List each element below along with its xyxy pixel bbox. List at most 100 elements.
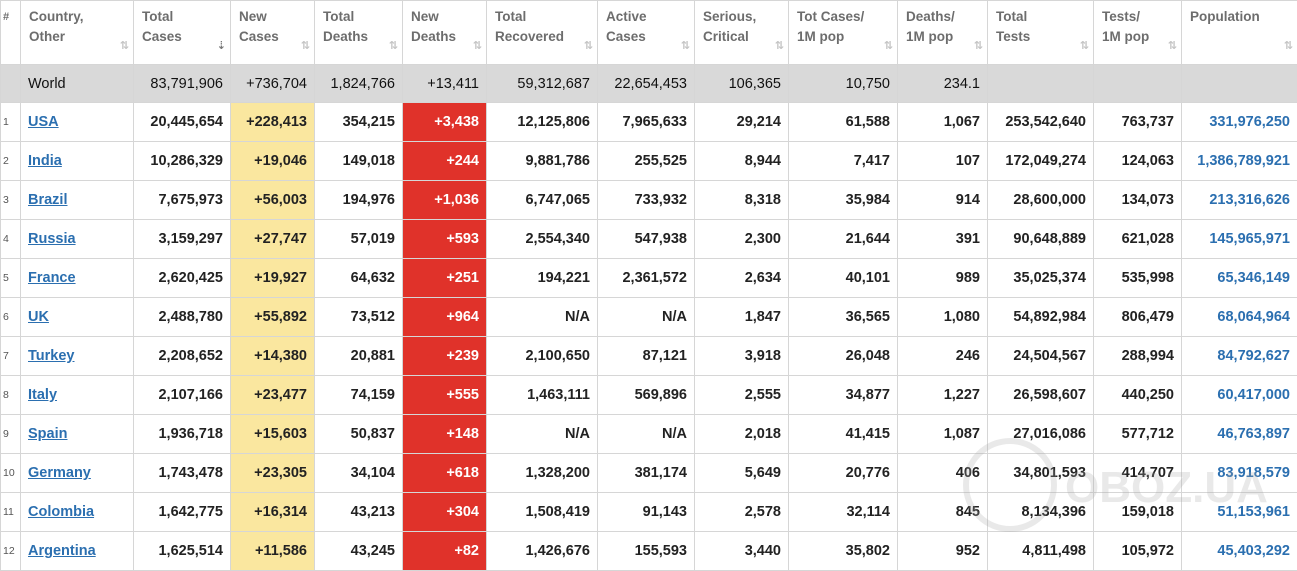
sort-icon[interactable]: ⇅ <box>681 36 688 56</box>
sort-icon[interactable]: ⇅ <box>1168 36 1175 56</box>
cell-active: 7,965,633 <box>598 103 695 142</box>
cell-total-cases: 20,445,654 <box>134 103 231 142</box>
column-header-label: Tests/ <box>1102 7 1181 27</box>
cell-tests: 27,016,086 <box>988 415 1094 454</box>
sort-icon[interactable]: ⇣ <box>217 36 224 56</box>
country-link[interactable]: Spain <box>28 426 67 442</box>
cell-cases-1m: 41,415 <box>789 415 898 454</box>
sort-icon[interactable]: ⇅ <box>473 36 480 56</box>
cell-cases-1m: 26,048 <box>789 337 898 376</box>
country-link[interactable]: Colombia <box>28 504 94 520</box>
cell-total-cases: 1,625,514 <box>134 532 231 571</box>
cell-critical: 2,555 <box>695 376 789 415</box>
cell-active: 91,143 <box>598 493 695 532</box>
world-recovered: 59,312,687 <box>487 65 598 103</box>
country-link[interactable]: Italy <box>28 387 57 403</box>
cell-recovered: 2,554,340 <box>487 220 598 259</box>
country-link[interactable]: France <box>28 270 76 286</box>
cell-total-cases: 3,159,297 <box>134 220 231 259</box>
cell-tests: 28,600,000 <box>988 181 1094 220</box>
cell-tests-1m: 621,028 <box>1094 220 1182 259</box>
cell-deaths-1m: 1,080 <box>898 298 988 337</box>
column-header-tot-cases-per-1m[interactable]: Tot Cases/1M pop⇅ <box>789 1 898 65</box>
cell-population: 68,064,964 <box>1182 298 1297 337</box>
row-rank: 11 <box>1 493 21 532</box>
sort-icon[interactable]: ⇅ <box>120 36 127 56</box>
row-rank: 6 <box>1 298 21 337</box>
country-link[interactable]: Brazil <box>28 192 68 208</box>
cell-recovered: N/A <box>487 298 598 337</box>
cell-total-deaths: 34,104 <box>315 454 403 493</box>
cell-new-cases: +56,003 <box>231 181 315 220</box>
sort-icon[interactable]: ⇅ <box>974 36 981 56</box>
sort-icon[interactable]: ⇅ <box>1080 36 1087 56</box>
column-header-label: Total <box>323 7 402 27</box>
country-link[interactable]: Russia <box>28 231 76 247</box>
sort-icon[interactable]: ⇅ <box>1284 36 1291 56</box>
sort-icon[interactable]: ⇅ <box>775 36 782 56</box>
column-header-serious-critical[interactable]: Serious,Critical⇅ <box>695 1 789 65</box>
cell-tests-1m: 763,737 <box>1094 103 1182 142</box>
cell-deaths-1m: 1,227 <box>898 376 988 415</box>
world-label: World <box>21 65 134 103</box>
cell-new-cases: +228,413 <box>231 103 315 142</box>
world-cases-per-1m: 10,750 <box>789 65 898 103</box>
row-rank: 4 <box>1 220 21 259</box>
cell-tests: 24,504,567 <box>988 337 1094 376</box>
column-header-deaths-per-1m[interactable]: Deaths/1M pop⇅ <box>898 1 988 65</box>
cell-tests-1m: 134,073 <box>1094 181 1182 220</box>
cell-population: 65,346,149 <box>1182 259 1297 298</box>
sort-icon[interactable]: ⇅ <box>584 36 591 56</box>
cell-population: 213,316,626 <box>1182 181 1297 220</box>
cell-cases-1m: 34,877 <box>789 376 898 415</box>
cell-population: 83,918,579 <box>1182 454 1297 493</box>
country-link[interactable]: Turkey <box>28 348 74 364</box>
cell-new-deaths: +148 <box>403 415 487 454</box>
cell-new-cases: +11,586 <box>231 532 315 571</box>
column-header-tests-per-1m[interactable]: Tests/1M pop⇅ <box>1094 1 1182 65</box>
row-rank: 10 <box>1 454 21 493</box>
column-header-country[interactable]: Country,Other⇅ <box>21 1 134 65</box>
cell-cases-1m: 20,776 <box>789 454 898 493</box>
sort-icon[interactable]: ⇅ <box>301 36 308 56</box>
country-link[interactable]: India <box>28 153 62 169</box>
cell-active: 569,896 <box>598 376 695 415</box>
cell-critical: 5,649 <box>695 454 789 493</box>
row-rank: 9 <box>1 415 21 454</box>
country-link[interactable]: USA <box>28 114 59 130</box>
country-link[interactable]: Germany <box>28 465 91 481</box>
cell-new-cases: +15,603 <box>231 415 315 454</box>
column-header-label: Serious, <box>703 7 788 27</box>
cell-total-deaths: 74,159 <box>315 376 403 415</box>
cell-deaths-1m: 989 <box>898 259 988 298</box>
column-header-label: Tot Cases/ <box>797 7 897 27</box>
country-link[interactable]: UK <box>28 309 49 325</box>
cell-deaths-1m: 246 <box>898 337 988 376</box>
country-link[interactable]: Argentina <box>28 543 96 559</box>
cell-deaths-1m: 107 <box>898 142 988 181</box>
column-header-population[interactable]: Population⇅ <box>1182 1 1297 65</box>
cell-total-cases: 2,208,652 <box>134 337 231 376</box>
cell-active: N/A <box>598 298 695 337</box>
cell-new-cases: +19,927 <box>231 259 315 298</box>
world-tests <box>988 65 1094 103</box>
row-rank: 8 <box>1 376 21 415</box>
sort-icon[interactable]: ⇅ <box>389 36 396 56</box>
cell-population: 145,965,971 <box>1182 220 1297 259</box>
world-total-cases: 83,791,906 <box>134 65 231 103</box>
cell-tests-1m: 159,018 <box>1094 493 1182 532</box>
sort-icon[interactable]: ⇅ <box>884 36 891 56</box>
cell-total-deaths: 73,512 <box>315 298 403 337</box>
